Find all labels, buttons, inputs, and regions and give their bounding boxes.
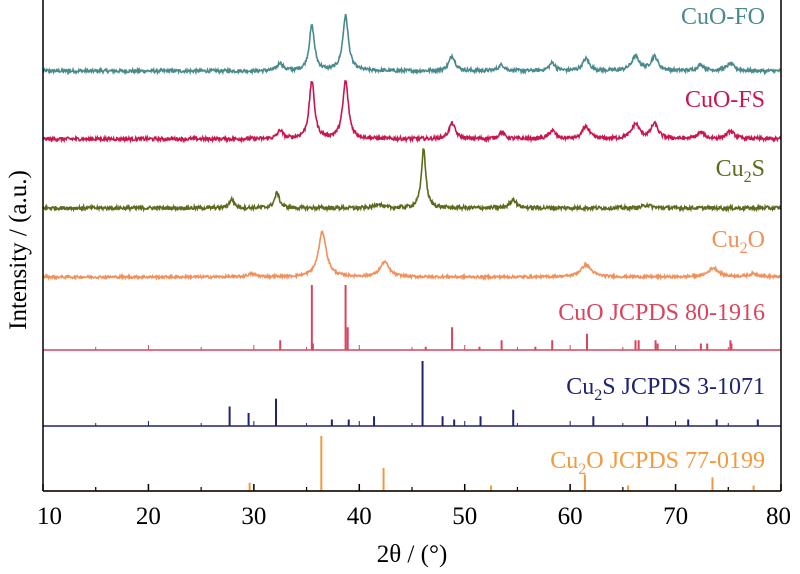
x-tick-label: 80 [766,503,791,530]
trace-label-main: CuO-FS [685,87,765,113]
reference-label-sub: 2 [578,461,586,478]
reference-label-sub: 2 [594,387,602,404]
reference-label-main: Cu [566,374,594,400]
x-tick-label: 70 [663,503,688,530]
x-tick-label: 10 [37,503,62,530]
reference-label-main: CuO JCPDS 80-1916 [558,300,765,326]
x-tick-label: 60 [558,503,583,530]
x-tick-label: 40 [347,503,372,530]
axes-layer: 10 20 30 40 50 60 70 80 2θ / (°) Intensity / (a.u… [5,0,791,568]
trace-label-main: CuO-FO [681,4,765,30]
reference-label-rest: O JCPDS 77-0199 [586,448,765,474]
trace-label: Cu2S [716,156,765,186]
trace-label-main: Cu [716,156,744,182]
trace-cu2o [42,230,782,281]
trace-cuo-fs [42,79,782,144]
y-axis-label: Intensity / (a.u.) [5,170,32,330]
reference-label: Cu2S JCPDS 3-1071 [566,374,765,404]
trace-cuo-fo [42,13,782,76]
trace-layer [42,13,782,281]
trace-label-sub: 2 [740,240,748,257]
reference-label: CuO JCPDS 80-1916 [558,300,765,326]
trace-label: CuO-FS [685,87,765,113]
trace-label: Cu2O [712,227,765,257]
x-tick-label: 20 [136,503,161,530]
x-axis-label: 2θ / (°) [377,541,448,568]
trace-label: CuO-FO [681,4,765,30]
trace-label-main: Cu [712,227,740,253]
reference-label-rest: S JCPDS 3-1071 [602,374,765,400]
reference-label: Cu2O JCPDS 77-0199 [550,448,765,478]
trace-cu2s [42,148,782,213]
x-tick-label: 30 [241,503,266,530]
reference-label-main: Cu [550,448,578,474]
trace-label-rest: O [748,227,765,253]
trace-label-sub: 2 [744,169,752,186]
trace-label-rest: S [752,156,765,182]
x-tick-label: 50 [452,503,477,530]
